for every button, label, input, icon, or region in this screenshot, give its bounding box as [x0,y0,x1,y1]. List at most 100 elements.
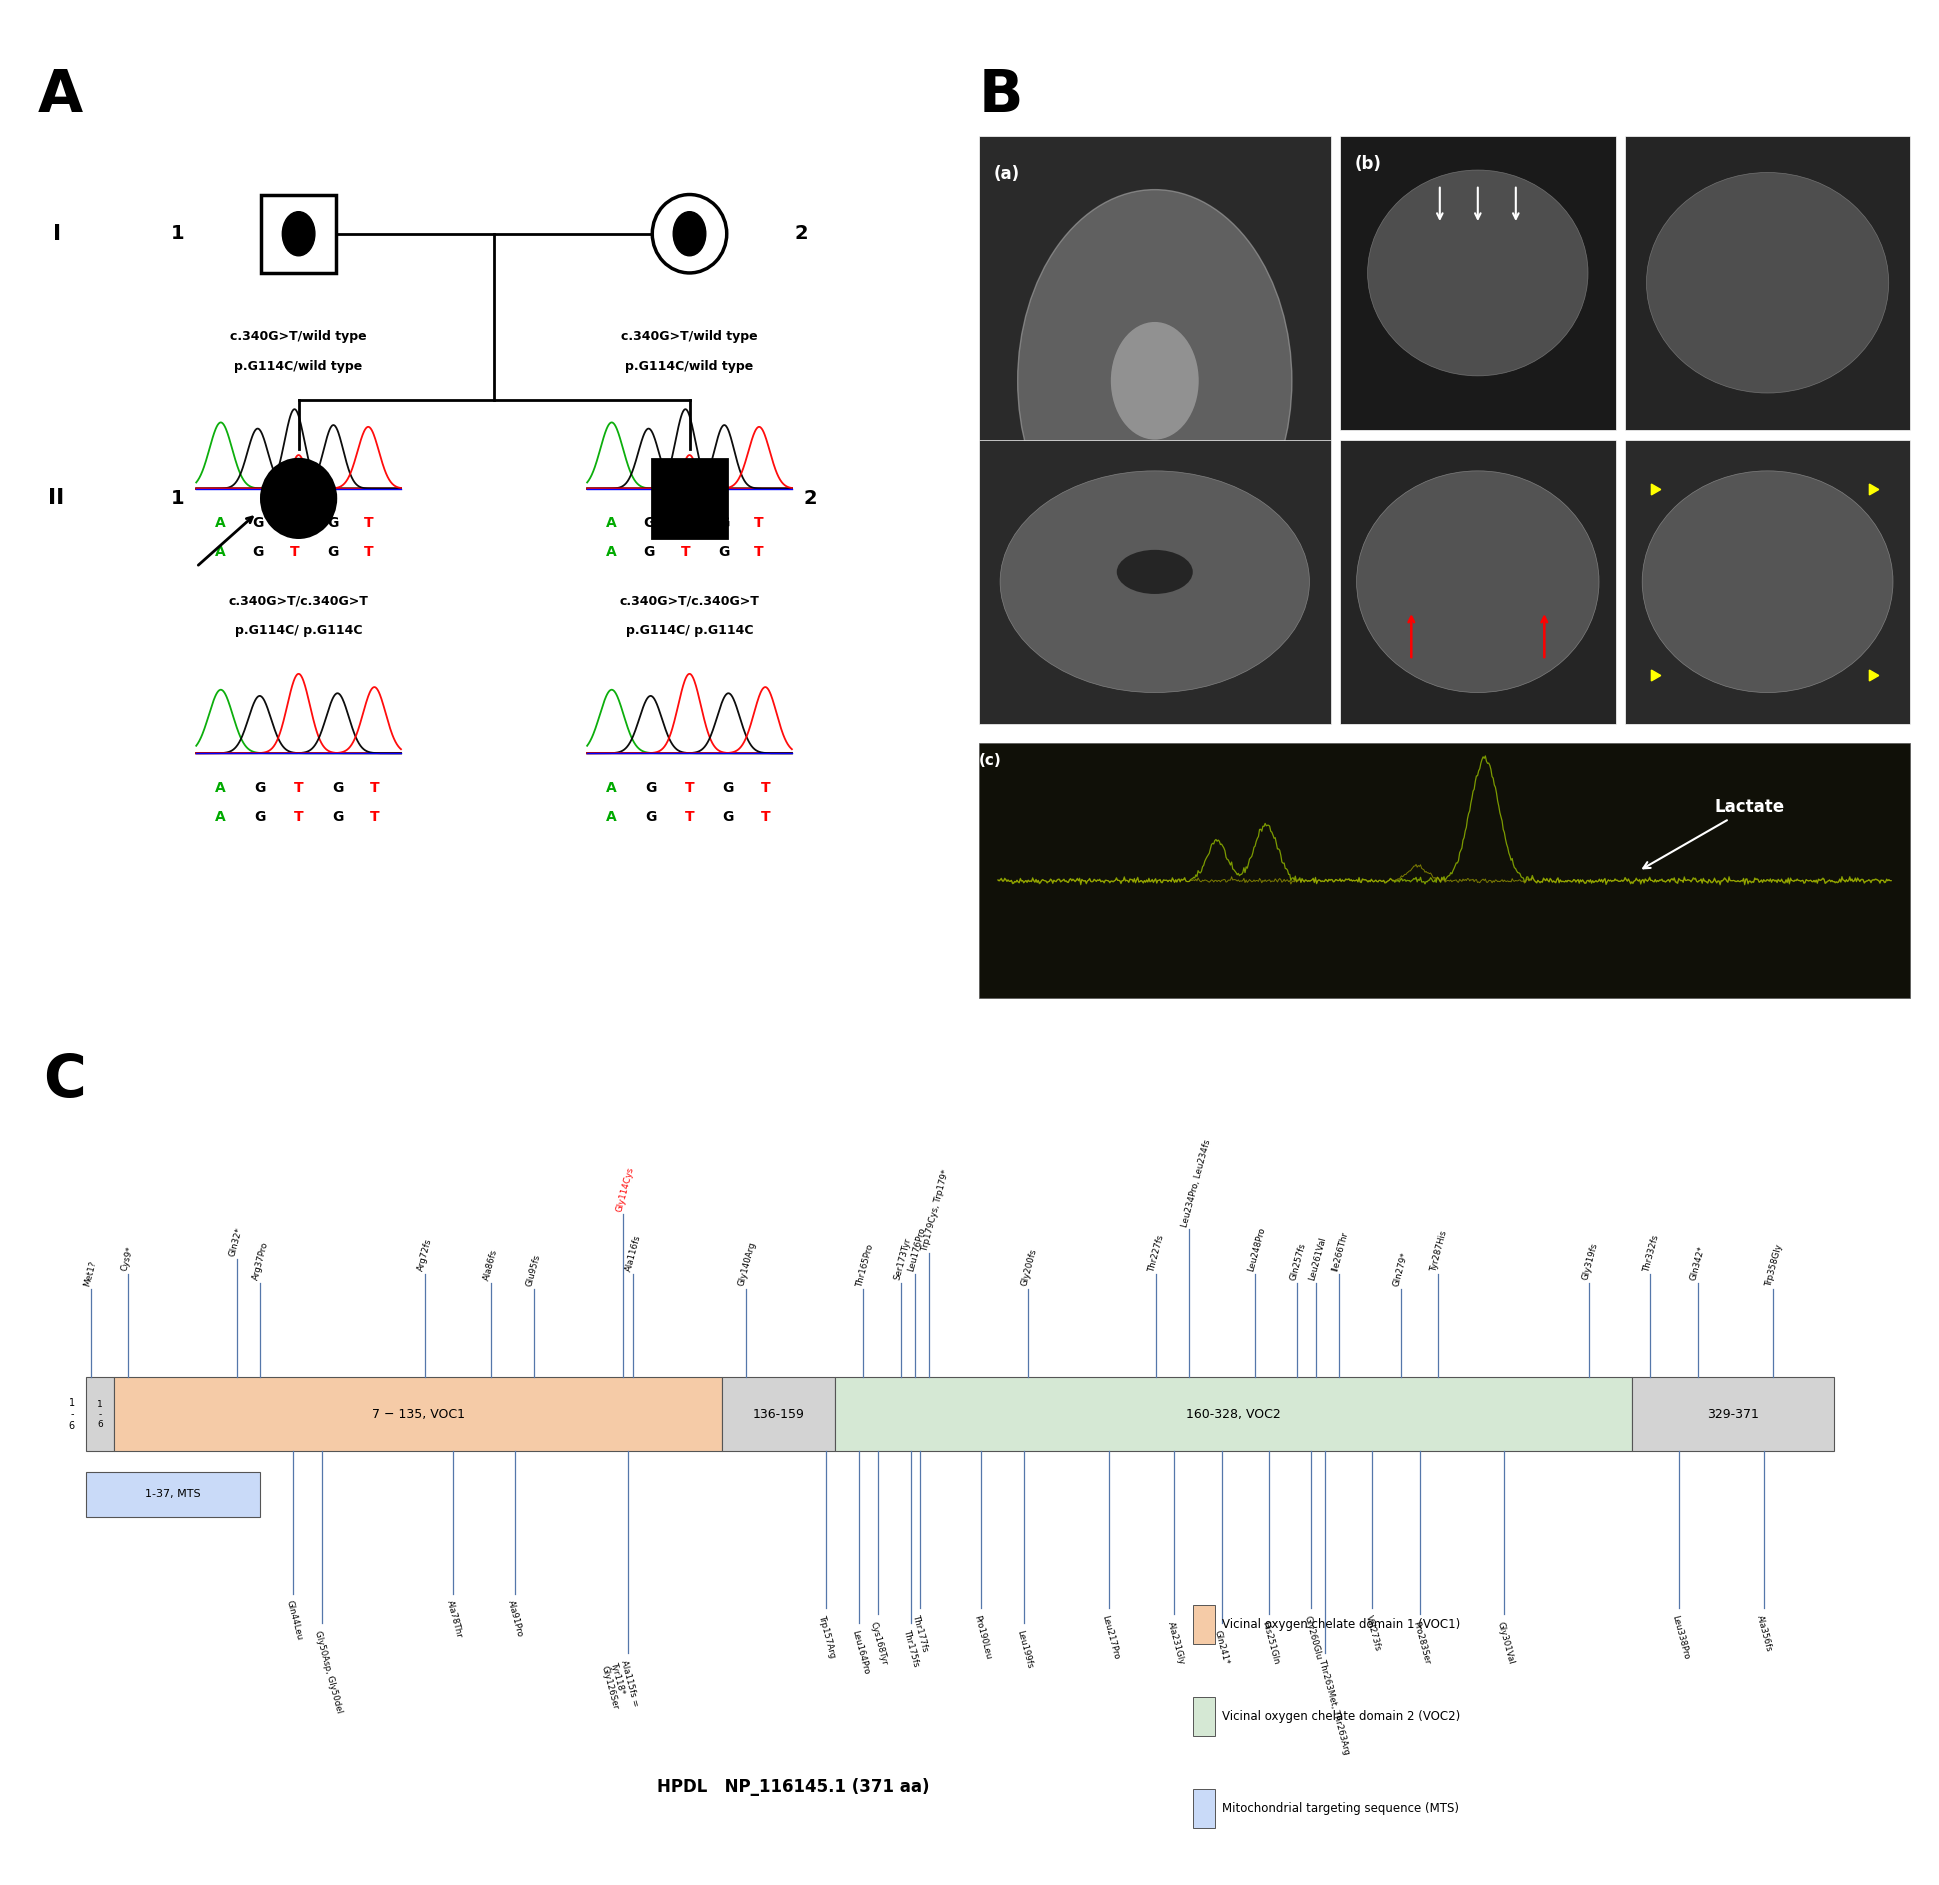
Text: Gly114Cys: Gly114Cys [615,1167,636,1214]
Text: Cys9*: Cys9* [120,1246,136,1272]
Text: Arg72fs: Arg72fs [417,1238,434,1272]
Text: Thr165Pro: Thr165Pro [855,1242,874,1287]
Text: Mitochondrial targeting sequence (MTS): Mitochondrial targeting sequence (MTS) [1222,1802,1458,1815]
Text: HPDL   NP_116145.1 (371 aa): HPDL NP_116145.1 (371 aa) [657,1778,929,1796]
Text: T: T [684,780,694,795]
Bar [652,460,727,537]
Text: A: A [39,68,83,124]
Text: Leu248Pro: Leu248Pro [1247,1225,1266,1272]
Text: B: B [979,68,1024,124]
Text: T: T [754,516,764,530]
Ellipse shape [1001,471,1309,692]
Ellipse shape [1018,190,1291,571]
Text: A: A [607,780,617,795]
Text: Gln241*: Gln241* [1214,1629,1231,1666]
Text: Pro190Leu: Pro190Leu [973,1614,993,1661]
Text: p.G114C/ p.G114C: p.G114C/ p.G114C [626,624,752,637]
Text: 1
-
6: 1 - 6 [68,1399,76,1431]
Text: Leu199fs: Leu199fs [1014,1629,1033,1670]
Text: A: A [215,780,227,795]
Ellipse shape [1117,550,1192,594]
Bar [1192,1789,1214,1828]
Text: 1: 1 [171,224,184,243]
Text: T: T [295,811,302,824]
Text: A: A [215,811,227,824]
Text: T: T [363,516,372,530]
Text: Leu164Pro: Leu164Pro [849,1629,871,1676]
Ellipse shape [1642,471,1892,692]
Text: Ala86fs: Ala86fs [483,1248,500,1282]
Text: p.G114C/wild type: p.G114C/wild type [235,360,363,373]
Text: Trp157Arg: Trp157Arg [816,1614,838,1659]
Text: p.G114C/wild type: p.G114C/wild type [626,360,754,373]
Text: (c): (c) [979,754,1002,769]
Text: Gln44Leu: Gln44Leu [285,1600,304,1642]
Text: Val273fs: Val273fs [1363,1614,1383,1653]
Text: (b): (b) [1353,155,1381,173]
Text: Gly301Val: Gly301Val [1495,1621,1516,1664]
Text: Gly260Glu: Gly260Glu [1303,1614,1322,1661]
Text: Ala116fs: Ala116fs [624,1233,642,1272]
Text: 1-37, MTS: 1-37, MTS [145,1489,202,1499]
Text: Pro283Ser: Pro283Ser [1412,1621,1431,1666]
Ellipse shape [1066,567,1243,684]
Bar [114,1378,721,1451]
Bar [836,1378,1631,1451]
Text: Leu234Pro, Leu234fs: Leu234Pro, Leu234fs [1181,1139,1212,1227]
Text: 7 − 135, VOC1: 7 − 135, VOC1 [372,1408,465,1421]
Text: His251Gln: His251Gln [1260,1621,1280,1666]
Text: A: A [607,516,617,530]
Ellipse shape [1357,471,1600,692]
Text: T: T [684,811,694,824]
Text: Gly140Arg: Gly140Arg [737,1240,758,1287]
Text: Leu217Pro: Leu217Pro [1099,1614,1121,1661]
Text: A: A [215,516,227,530]
Text: I: I [52,224,60,243]
Text: G: G [723,780,735,795]
Ellipse shape [673,211,706,256]
Text: (a): (a) [993,166,1020,183]
Text: Cys168Tyr: Cys168Tyr [869,1621,890,1666]
FancyBboxPatch shape [1340,136,1615,430]
Text: G: G [254,811,266,824]
Text: T: T [760,811,770,824]
Circle shape [652,194,727,273]
Text: Arg37Pro: Arg37Pro [252,1240,270,1282]
Bar [979,743,1910,999]
Text: Thr175fs: Thr175fs [902,1629,921,1668]
Text: T: T [363,545,372,560]
Text: 1
-
6: 1 - 6 [97,1399,103,1429]
Text: T: T [370,780,380,795]
FancyBboxPatch shape [1625,136,1910,430]
FancyBboxPatch shape [979,136,1330,724]
Text: 2: 2 [795,224,809,243]
Text: 2: 2 [803,488,818,507]
Text: Gly50Asp, Gly50del: Gly50Asp, Gly50del [312,1629,343,1713]
Text: Ala356fs: Ala356fs [1755,1614,1774,1653]
Bar [721,1378,836,1451]
Ellipse shape [1367,170,1588,375]
Ellipse shape [1111,322,1198,439]
FancyBboxPatch shape [1625,439,1910,724]
Text: Trp179Cys, Trp179*: Trp179Cys, Trp179* [921,1169,952,1252]
Text: G: G [328,545,339,560]
Text: Gln342*: Gln342* [1689,1244,1706,1282]
Bar [85,1378,114,1451]
Text: G: G [644,545,653,560]
Text: Vicinal oxygen chelate domain 1 (VOC1): Vicinal oxygen chelate domain 1 (VOC1) [1222,1617,1460,1631]
Text: c.340G>T/wild type: c.340G>T/wild type [620,330,758,343]
FancyBboxPatch shape [1340,439,1615,724]
Text: c.340G>T/c.340G>T: c.340G>T/c.340G>T [620,596,760,607]
Text: Ala91Pro: Ala91Pro [506,1600,525,1638]
Text: Ala78Thr: Ala78Thr [444,1600,463,1640]
Text: A: A [607,811,617,824]
Text: Leu338Pro: Leu338Pro [1669,1614,1691,1661]
Text: Thr332fs: Thr332fs [1642,1233,1660,1272]
Text: G: G [289,516,301,530]
Text: Lactate: Lactate [1642,797,1786,869]
Text: G: G [646,780,655,795]
Text: G: G [644,516,653,530]
Ellipse shape [1646,172,1889,394]
Text: Ala231Gly: Ala231Gly [1165,1621,1187,1664]
Text: T: T [760,780,770,795]
